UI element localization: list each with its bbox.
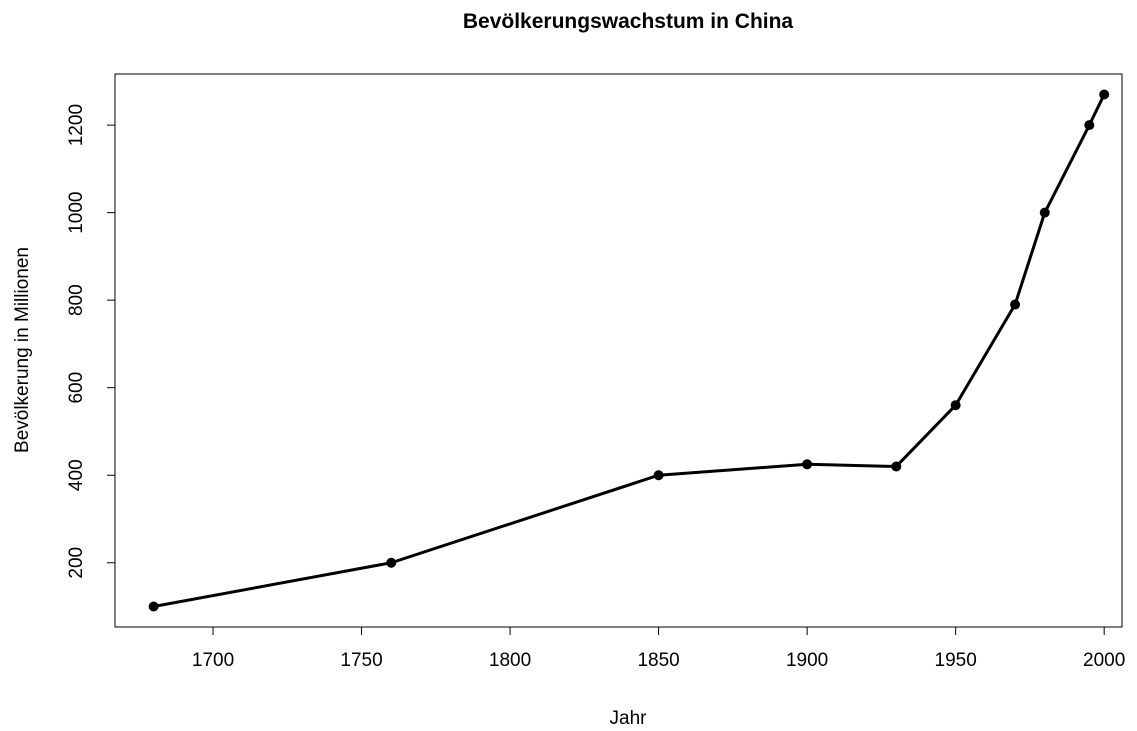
y-tick-label: 200 [66,547,87,579]
y-tick-label: 400 [66,459,87,491]
x-tick-label: 1950 [935,650,977,671]
data-line [153,93,1106,608]
x-axis-label: Jahr [610,708,648,729]
data-point [1099,89,1110,100]
x-tick-label: 1800 [489,650,531,671]
data-point [891,461,902,472]
y-axis-label: Bevölkerung in Millionen [12,247,33,453]
x-tick-label: 1850 [637,650,679,671]
y-tick-label: 1200 [66,104,87,146]
x-tick-label: 1750 [340,650,382,671]
data-point [1084,120,1095,131]
x-tick-label: 1700 [192,650,234,671]
data-point [1039,207,1050,218]
data-point [148,601,159,612]
x-tick-label: 1900 [786,650,828,671]
x-tick-label: 2000 [1083,650,1125,671]
data-point [386,557,397,568]
data-point [802,459,813,470]
data-point [950,400,961,411]
data-point [1010,299,1021,310]
plot-frame [114,73,1123,628]
chart-title: Bevölkerungswachstum in China [463,10,794,33]
y-tick-label: 600 [66,372,87,404]
data-point [653,470,664,481]
y-tick-label: 1000 [66,192,87,234]
y-tick-label: 800 [66,284,87,316]
